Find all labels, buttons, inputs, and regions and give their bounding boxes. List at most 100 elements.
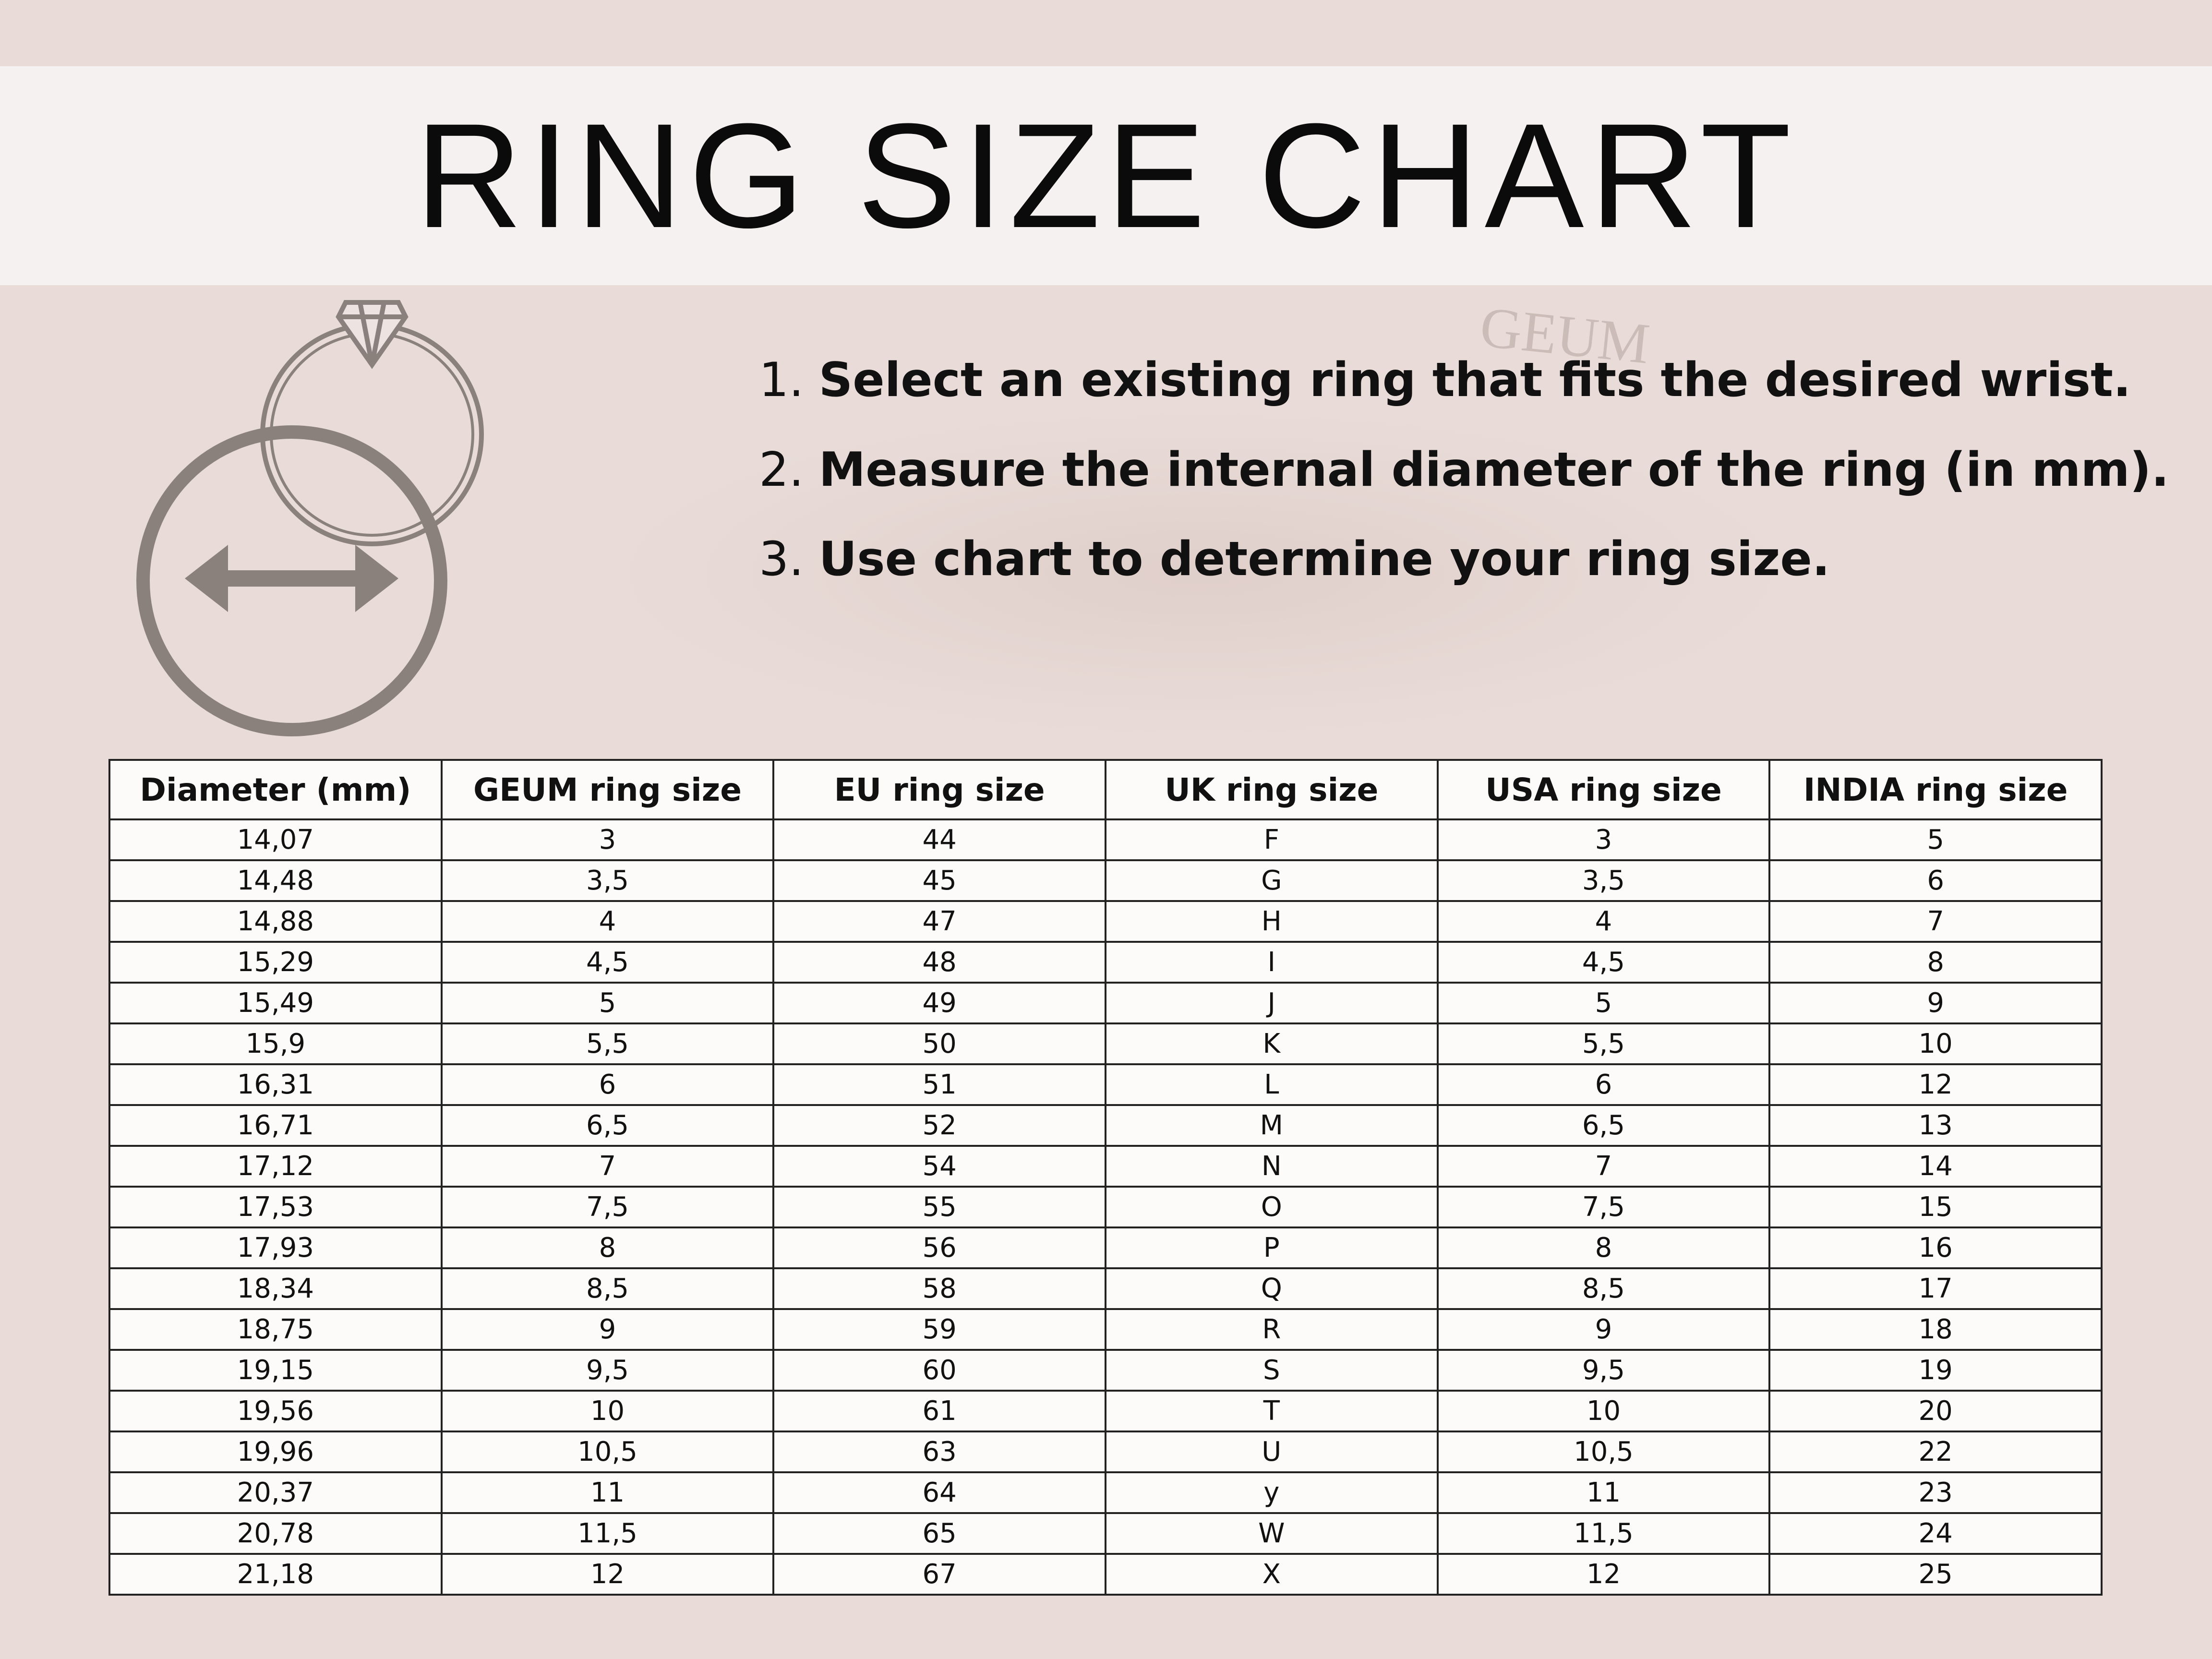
- table-cell: 5,5: [1436, 1022, 1771, 1065]
- table-cell: 5: [1768, 818, 2103, 861]
- table-cell: 8: [440, 1226, 775, 1269]
- table-cell: 7,5: [440, 1186, 775, 1228]
- table-cell: 8: [1768, 941, 2103, 984]
- table-cell: 18,34: [108, 1267, 443, 1310]
- table-cell: 6: [440, 1063, 775, 1106]
- table-cell: 9,5: [1436, 1349, 1771, 1392]
- table-cell: 4,5: [440, 941, 775, 984]
- table-row: 19,96 10,5 63 U 10,5 22: [108, 1431, 2103, 1473]
- table-cell: 24: [1768, 1512, 2103, 1555]
- table-cell: 16,31: [108, 1063, 443, 1106]
- table-cell: 9: [1768, 982, 2103, 1024]
- table-cell: 17,93: [108, 1226, 443, 1269]
- table-cell: 6,5: [1436, 1104, 1771, 1147]
- table-cell: 47: [772, 900, 1106, 943]
- ring-size-table: Diameter (mm) GEUM ring size EU ring size U…: [108, 759, 2103, 1596]
- table-cell: 14: [1768, 1145, 2103, 1188]
- table-cell: 17,12: [108, 1145, 443, 1188]
- table-cell: 61: [772, 1390, 1106, 1432]
- table-row: 16,31 6 51 L 6 12: [108, 1063, 2103, 1106]
- table-cell: 20,78: [108, 1512, 443, 1555]
- table-cell: 67: [772, 1553, 1106, 1596]
- table-cell: 25: [1768, 1553, 2103, 1596]
- column-header: USA ring size: [1436, 759, 1771, 820]
- table-cell: W: [1104, 1512, 1439, 1555]
- table-cell: 10: [1436, 1390, 1771, 1432]
- table-cell: 3,5: [440, 859, 775, 902]
- table-row: 19,56 10 61 T 10 20: [108, 1390, 2103, 1432]
- table-cell: S: [1104, 1349, 1439, 1392]
- table-cell: G: [1104, 859, 1439, 902]
- table-cell: M: [1104, 1104, 1439, 1147]
- table-cell: 10,5: [1436, 1431, 1771, 1473]
- table-row: 17,12 7 54 N 7 14: [108, 1145, 2103, 1188]
- table-cell: U: [1104, 1431, 1439, 1473]
- table-cell: X: [1104, 1553, 1439, 1596]
- table-cell: 16: [1768, 1226, 2103, 1269]
- table-cell: 60: [772, 1349, 1106, 1392]
- table-cell: 9,5: [440, 1349, 775, 1392]
- table-cell: K: [1104, 1022, 1439, 1065]
- table-row: 17,93 8 56 P 8 16: [108, 1226, 2103, 1269]
- table-cell: 8,5: [440, 1267, 775, 1310]
- column-header: UK ring size: [1104, 759, 1439, 820]
- table-cell: 3: [1436, 818, 1771, 861]
- table-cell: 17,53: [108, 1186, 443, 1228]
- table-cell: 14,07: [108, 818, 443, 861]
- table-cell: I: [1104, 941, 1439, 984]
- table-cell: Q: [1104, 1267, 1439, 1310]
- table-cell: 52: [772, 1104, 1106, 1147]
- table-cell: 59: [772, 1308, 1106, 1351]
- table-cell: 20: [1768, 1390, 2103, 1432]
- table-cell: y: [1104, 1471, 1439, 1514]
- table-row: 16,71 6,5 52 M 6,5 13: [108, 1104, 2103, 1147]
- table-row: 18,75 9 59 R 9 18: [108, 1308, 2103, 1351]
- instruction-2: 2. Measure the internal diameter of the …: [759, 443, 2169, 497]
- table-cell: 6: [1768, 859, 2103, 902]
- table-cell: 48: [772, 941, 1106, 984]
- table-row: 14,48 3,5 45 G 3,5 6: [108, 859, 2103, 902]
- table-cell: 64: [772, 1471, 1106, 1514]
- table-cell: 7: [1436, 1145, 1771, 1188]
- table-cell: 14,88: [108, 900, 443, 943]
- table-cell: L: [1104, 1063, 1439, 1106]
- table-cell: 11,5: [1436, 1512, 1771, 1555]
- table-cell: 18: [1768, 1308, 2103, 1351]
- table-cell: 49: [772, 982, 1106, 1024]
- table-cell: 19,56: [108, 1390, 443, 1432]
- table-cell: 17: [1768, 1267, 2103, 1310]
- table-row: 17,53 7,5 55 O 7,5 15: [108, 1186, 2103, 1228]
- table-cell: 58: [772, 1267, 1106, 1310]
- table-row: 18,34 8,5 58 Q 8,5 17: [108, 1267, 2103, 1310]
- table-cell: 15: [1768, 1186, 2103, 1228]
- table-cell: F: [1104, 818, 1439, 861]
- table-cell: 7: [1768, 900, 2103, 943]
- table-cell: 5: [1436, 982, 1771, 1024]
- table-cell: 21,18: [108, 1553, 443, 1596]
- table-cell: 4: [440, 900, 775, 943]
- background-ring-photo: [0, 285, 2212, 765]
- diamond-ring-icon: [260, 300, 484, 546]
- table-cell: 6,5: [440, 1104, 775, 1147]
- diameter-circle-arrow-icon: [136, 425, 447, 736]
- table-cell: 11,5: [440, 1512, 775, 1555]
- table-cell: 12: [1768, 1063, 2103, 1106]
- column-header: GEUM ring size: [440, 759, 775, 820]
- table-cell: 51: [772, 1063, 1106, 1106]
- table-cell: 9: [1436, 1308, 1771, 1351]
- table-row: 15,29 4,5 48 I 4,5 8: [108, 941, 2103, 984]
- table-cell: 23: [1768, 1471, 2103, 1514]
- instruction-1: 1. Select an existing ring that fits the…: [759, 353, 2131, 408]
- instruction-3: 3. Use chart to determine your ring size…: [759, 532, 1830, 587]
- table-cell: 3: [440, 818, 775, 861]
- table-cell: 12: [1436, 1553, 1771, 1596]
- table-row: 20,78 11,5 65 W 11,5 24: [108, 1512, 2103, 1555]
- table-cell: 7,5: [1436, 1186, 1771, 1228]
- table-cell: 44: [772, 818, 1106, 861]
- table-row: 14,88 4 47 H 4 7: [108, 900, 2103, 943]
- table-cell: 20,37: [108, 1471, 443, 1514]
- table-cell: 18,75: [108, 1308, 443, 1351]
- table-cell: 10: [440, 1390, 775, 1432]
- table-cell: N: [1104, 1145, 1439, 1188]
